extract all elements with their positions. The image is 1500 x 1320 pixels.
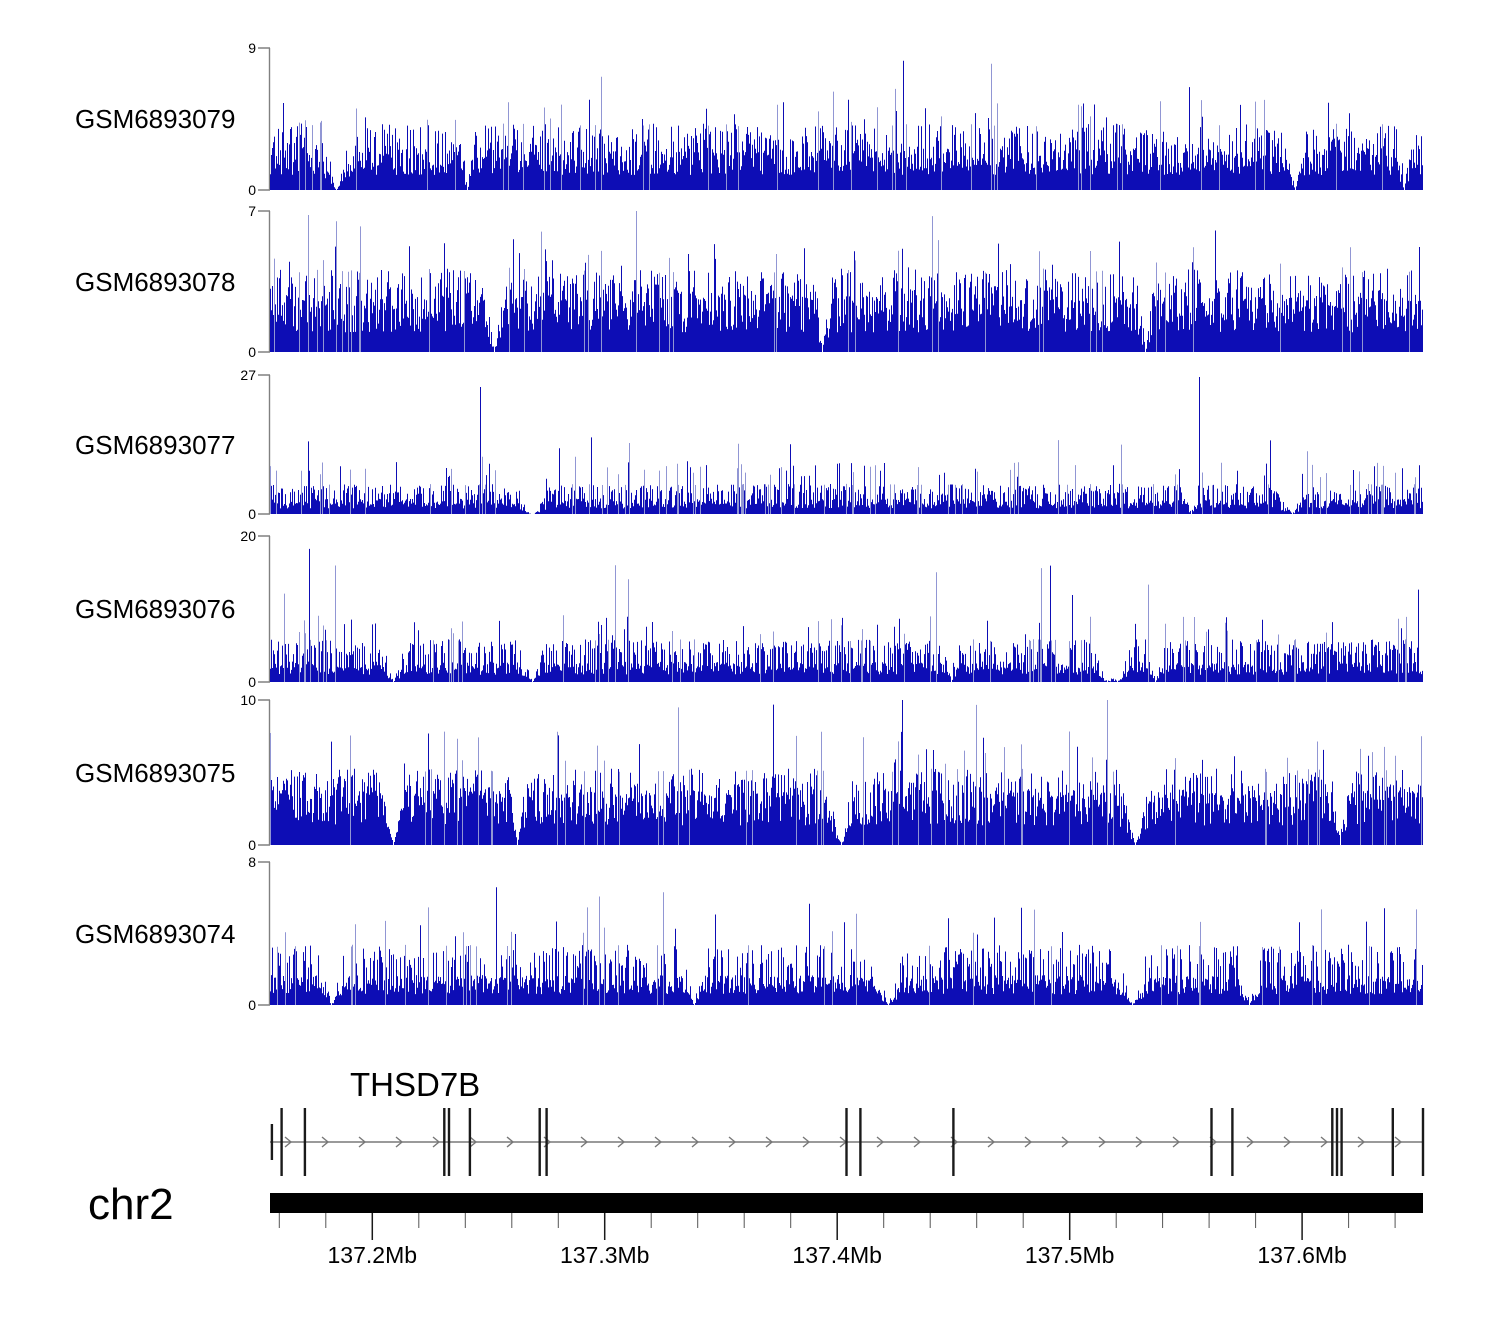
gene-name-label: THSD7B	[350, 1066, 481, 1103]
y-max-GSM6893077: 27	[240, 367, 256, 383]
axis-tick-label-137.4Mb: 137.4Mb	[792, 1242, 882, 1268]
axis-minor-ticks	[278, 1213, 1396, 1228]
axis-major-ticks	[371, 1213, 1303, 1240]
track-label-GSM6893074: GSM6893074	[75, 918, 236, 949]
coverage-signal-GSM6893074	[270, 887, 1423, 1005]
y-min-GSM6893077: 0	[248, 506, 256, 522]
gene-exons	[270, 1108, 1425, 1176]
y-axis-GSM6893077	[258, 374, 271, 515]
axis-tick-label-137.3Mb: 137.3Mb	[559, 1242, 650, 1268]
y-axis-GSM6893075	[258, 699, 271, 846]
y-max-GSM6893074: 8	[248, 854, 256, 870]
axis-tick-label-137.6Mb: 137.6Mb	[1257, 1242, 1347, 1268]
coverage-signal-GSM6893075	[271, 700, 1423, 845]
coverage-spikes-light-GSM6893074	[277, 892, 1417, 1005]
track-label-GSM6893078: GSM6893078	[75, 266, 236, 297]
y-axis-GSM6893074	[258, 861, 271, 1006]
chromosome-ideogram-bar	[270, 1193, 1423, 1213]
coverage-signal-GSM6893076	[270, 548, 1423, 682]
coverage-signal-GSM6893079	[270, 60, 1423, 190]
y-min-GSM6893079: 0	[248, 182, 256, 198]
axis-tick-label-137.5Mb: 137.5Mb	[1024, 1242, 1115, 1268]
y-axis-GSM6893076	[258, 535, 271, 683]
coverage-signal-GSM6893077	[271, 377, 1423, 514]
strand-direction-arrows	[284, 1136, 1403, 1148]
coverage-signal-GSM6893078	[270, 230, 1423, 352]
coverage-spikes-light-GSM6893079	[299, 63, 1383, 190]
coverage-spikes-light-GSM6893076	[284, 565, 1407, 682]
axis-tick-label-137.2Mb: 137.2Mb	[327, 1242, 418, 1268]
track-label-GSM6893076: GSM6893076	[75, 594, 236, 624]
y-axis-GSM6893079	[258, 47, 271, 191]
y-min-GSM6893076: 0	[248, 674, 256, 690]
y-min-GSM6893078: 0	[248, 344, 256, 360]
y-min-GSM6893074: 0	[248, 997, 256, 1013]
y-max-GSM6893075: 10	[240, 692, 256, 708]
y-axis-GSM6893078	[258, 210, 271, 353]
coverage-spikes-light-GSM6893078	[274, 211, 1410, 352]
track-label-GSM6893079: GSM6893079	[75, 104, 236, 134]
y-min-GSM6893075: 0	[248, 837, 256, 853]
track-label-GSM6893075: GSM6893075	[75, 757, 236, 788]
y-max-GSM6893078: 7	[248, 203, 256, 219]
y-max-GSM6893076: 20	[240, 528, 256, 544]
y-max-GSM6893079: 9	[248, 40, 256, 56]
track-label-GSM6893077: GSM6893077	[75, 429, 236, 460]
coverage-spikes-light-GSM6893075	[270, 700, 1422, 845]
coverage-spikes-light-GSM6893077	[270, 440, 1416, 514]
chromosome-label: chr2	[88, 1180, 174, 1229]
